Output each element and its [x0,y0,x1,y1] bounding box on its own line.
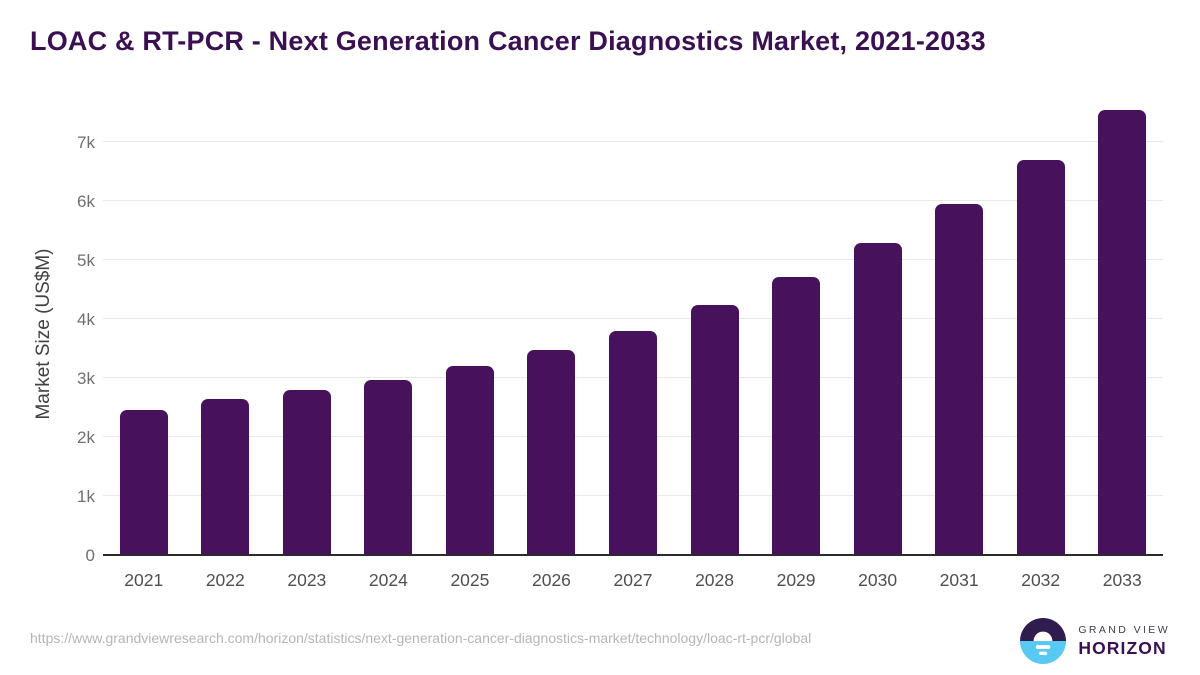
bar-2028 [690,305,739,554]
chart-title: LOAC & RT-PCR - Next Generation Cancer D… [30,26,986,56]
logo-line1: GRAND VIEW [1078,623,1170,636]
y-tick-label-7k: 7k [77,133,95,153]
bar-2025 [445,365,494,554]
x-tick-label-2024: 2024 [368,570,408,590]
gridline-7k [103,140,1163,142]
x-tick-label-2021: 2021 [124,570,164,590]
x-axis-ticks: 2021 2022 2023 2024 2025 2026 2027 2028 2029 2030… [103,570,1163,596]
x-tick-label-2029: 2029 [776,570,816,590]
bar-2022 [201,398,250,554]
x-tick-label-2027: 2027 [613,570,653,590]
bar-2033 [1098,109,1147,554]
bar-2027 [609,331,657,554]
horizon-sun-icon [1020,618,1067,664]
bar-2024 [364,380,413,554]
gridline-5k [103,258,1163,260]
logo-text: GRAND VIEW HORIZON [1078,624,1170,659]
bar-2029 [772,276,821,554]
x-tick-label-2022: 2022 [205,570,245,590]
y-tick-label-5k: 5k [77,251,95,271]
y-tick-label-6k: 6k [77,192,95,212]
bar-2021 [119,409,168,554]
bar-2032 [1016,160,1065,554]
bar-2023 [282,390,331,554]
y-axis-ticks: 0 1k 2k 3k 4k 5k 6k 7k [0,96,95,565]
gridline-6k [103,199,1163,201]
x-tick-label-2032: 2032 [1021,570,1061,590]
y-tick-label-2k: 2k [77,428,95,448]
grandview-horizon-logo: GRAND VIEW HORIZON [1020,618,1170,664]
gridline-4k [103,317,1163,319]
x-tick-label-2023: 2023 [287,570,327,590]
y-tick-label-0: 0 [85,546,95,565]
logo-line2: HORIZON [1078,637,1167,658]
bar-2031 [935,204,984,554]
bar-2030 [853,243,902,554]
plot-area [103,96,1163,556]
x-tick-label-2030: 2030 [858,570,898,590]
x-tick-label-2026: 2026 [531,570,571,590]
x-tick-label-2028: 2028 [695,570,734,590]
y-tick-label-4k: 4k [77,310,95,330]
y-tick-label-1k: 1k [77,487,95,507]
y-tick-label-3k: 3k [77,369,95,389]
x-tick-label-2031: 2031 [939,570,979,590]
x-tick-label-2033: 2033 [1102,570,1142,590]
x-tick-label-2025: 2025 [450,570,490,590]
bar-2026 [527,349,576,554]
source-url: https://www.grandviewresearch.com/horizo… [30,630,812,646]
